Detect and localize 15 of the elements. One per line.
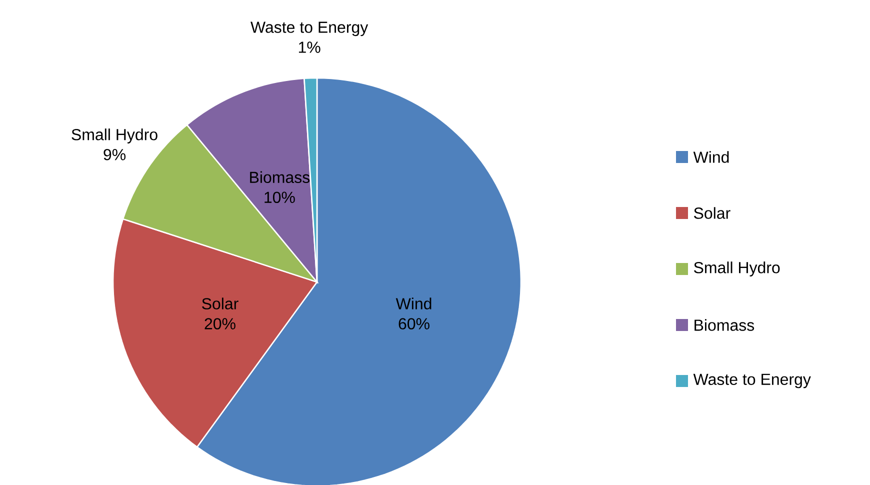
data-label: 10% bbox=[264, 192, 295, 204]
legend-label: Solar bbox=[694, 207, 730, 219]
slice-label: Solar bbox=[202, 298, 238, 310]
slice-label: Waste to Energy bbox=[250, 22, 368, 36]
data-label: 1% bbox=[298, 42, 320, 53]
legend-label: Waste to Energy bbox=[693, 374, 811, 388]
legend-label: Biomass bbox=[694, 319, 754, 331]
data-label: 20% bbox=[204, 318, 236, 330]
slice-label: Biomass bbox=[250, 171, 310, 184]
legend-label: Small Hydro bbox=[694, 262, 780, 276]
data-label: 9% bbox=[104, 148, 126, 160]
data-label: 60% bbox=[398, 318, 430, 330]
slice-label: Small Hydro bbox=[72, 128, 158, 144]
slice-label: Wind bbox=[396, 298, 432, 310]
legend-label: Wind bbox=[693, 151, 729, 163]
